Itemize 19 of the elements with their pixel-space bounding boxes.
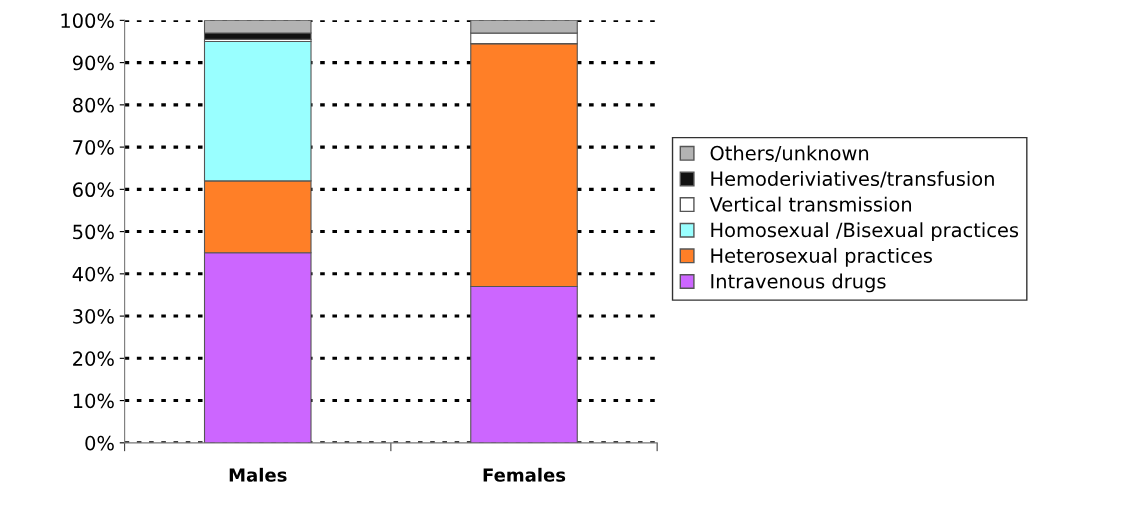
- y-tick-label: 60%: [73, 182, 114, 198]
- x-tick-label: Females: [483, 467, 566, 482]
- y-tick-label: 90%: [72, 55, 114, 71]
- legend-label: Others/unknown: [710, 145, 869, 162]
- x-tick-label: Males: [229, 467, 287, 482]
- legend-label: Homosexual /Bisexual practices: [711, 222, 1019, 242]
- legend-label: Vertical transmission: [709, 196, 911, 212]
- y-tick-label: 100%: [61, 13, 114, 29]
- legend-label: Heterosexual practices: [711, 247, 932, 267]
- y-tick-label: 40%: [72, 266, 114, 282]
- y-tick-label: 10%: [73, 393, 114, 409]
- legend-label: Hemoderiviatives/transfusion: [711, 171, 994, 188]
- y-tick-label: 80%: [73, 97, 114, 113]
- y-tick-label: 20%: [73, 351, 114, 366]
- y-tick-label: 0%: [85, 435, 114, 451]
- y-tick-label: 50%: [73, 224, 114, 240]
- y-tick-label: 70%: [73, 140, 114, 155]
- legend-label: Intravenous drugs: [711, 273, 886, 293]
- y-tick-label: 30%: [73, 309, 114, 324]
